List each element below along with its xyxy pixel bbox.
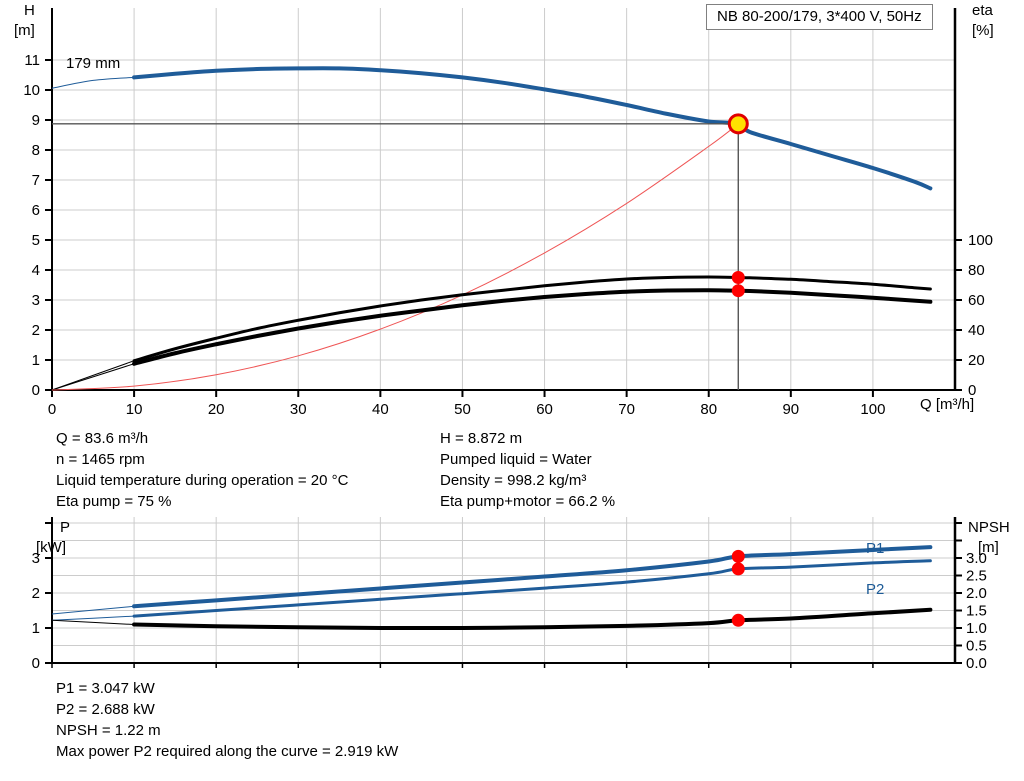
q-axis-tick-label: 50 [454,401,471,418]
p1-curve-leader [51,605,135,615]
q-axis-tick-label: 40 [372,401,389,418]
eta-axis-tick-label: 20 [968,352,985,369]
h-axis-tick-label: 11 [24,52,40,69]
npsh-axis-tick-label: 1.0 [966,620,987,637]
duty-marker-p1 [731,549,745,563]
eta-pump-motor-curve-leader [51,363,135,391]
q-axis-tick-label: 70 [618,401,635,418]
plot-background [52,8,955,390]
eta-duty-marker [731,271,745,284]
info-top-left-2: Liquid temperature during operation = 20… [56,472,349,489]
h-axis-tick-label: 7 [32,172,40,189]
system-curve [51,123,739,391]
eta-axis-tick-label: 0 [968,382,976,399]
npsh-axis-tick-label: 3.0 [966,550,987,567]
info-bottom-3: Max power P2 required along the curve = … [56,743,399,760]
info-block-top-right: H = 8.872 m Pumped liquid = Water Densit… [440,428,615,512]
h-axis-tick-label: 8 [32,142,40,159]
head-eta-chart: 0 1 2 3 4 5 6 7 8 9 10 11 0 20 40 60 80 100 0 10 20 30 40 50 60 7… [23,8,993,418]
duty-marker-npsh [731,613,745,627]
q-axis-title: Q [m³/h] [920,396,975,413]
h-axis-title-line2: [m] [14,22,35,39]
info-top-left-3: Eta pump = 75 % [56,493,172,510]
h-axis-tick-label: 6 [32,202,40,219]
info-top-left-1: n = 1465 rpm [56,451,145,468]
eta-axis-tick-label: 100 [968,232,993,249]
npsh-axis-tick-label: 1.5 [966,603,987,620]
h-axis-tick-label: 3 [32,292,40,309]
head-curve-leader [51,76,135,89]
info-top-right-1: Pumped liquid = Water [440,451,592,468]
power-npsh-chart: 0 1 2 3 0.00.51.01.52.02.53.0 [32,517,987,672]
h-axis-tick-label: 5 [32,232,40,249]
h-axis-tick-label: 2 [32,322,40,339]
info-top-right-3: Eta pump+motor = 66.2 % [440,493,616,510]
q-axis-tick-label: 100 [860,401,885,418]
h-axis-tick-label: 4 [32,262,40,279]
eta-axis-title-line2: [%] [972,22,994,39]
info-top-right-2: Density = 998.2 kg/m³ [440,472,587,489]
h-axis-tick-label: 1 [32,352,40,369]
p-axis-title-line2: [kW] [36,539,66,556]
eta-axis-tick-label: 40 [968,322,985,339]
duty-marker-p2 [731,562,745,576]
pump-title-box: NB 80-200/179, 3*400 V, 50Hz [706,4,933,30]
h-axis-tick-label: 0 [32,382,40,399]
q-axis-tick-label: 0 [48,401,56,418]
p-axis-tick-label: 3 [32,550,40,567]
h-axis-tick-label: 10 [23,82,40,99]
q-axis-tick-label: 30 [290,401,307,418]
p-axis-tick-label: 1 [32,620,40,637]
p-axis-tick-label: 0 [32,655,40,672]
info-bottom-1: P2 = 2.688 kW [56,701,155,718]
info-bottom-2: NPSH = 1.22 m [56,722,161,739]
p1-curve [132,545,933,609]
h-axis-title-line1: H [24,2,35,19]
npsh-axis-tick-label: 2.5 [966,568,987,585]
eta-axis-tick-label: 80 [968,262,985,279]
npsh-axis-tick-label: 0.5 [966,638,987,655]
p2-curve [132,559,932,618]
head-curve [132,66,933,191]
info-block-top-left: Q = 83.6 m³/h n = 1465 rpm Liquid temper… [56,428,348,512]
eta-duty-marker [731,284,745,298]
npsh-axis-tick-label: 0.0 [966,655,987,672]
npsh-axis-title-line2: [m] [978,539,999,556]
npsh-axis-tick-label: 2.0 [966,585,987,602]
q-axis-tick-label: 90 [782,401,799,418]
p-axis-title-line1: P [60,519,71,536]
p1-curve-label: P1 [866,540,885,557]
q-axis-tick-label: 80 [700,401,717,418]
eta-axis-title-line1: eta [972,2,993,19]
eta-axis-tick-label: 60 [968,292,985,309]
info-top-right-0: H = 8.872 m [440,430,523,447]
p2-curve-leader [51,615,135,621]
q-axis-tick-label: 10 [126,401,143,418]
duty-point-marker[interactable] [727,113,749,135]
eta-pump-motor-curve [132,288,933,366]
npsh-curve [132,607,933,631]
q-axis-tick-label: 20 [208,401,225,418]
eta-pump-curve [132,275,932,363]
h-axis-tick-label: 9 [32,112,40,129]
q-axis-tick-label: 60 [536,401,553,418]
p-axis-tick-label: 2 [32,585,40,602]
p2-curve-label: P2 [866,581,885,598]
npsh-axis-title-line1: NPSH [968,519,1010,536]
info-block-bottom: P1 = 3.047 kW P2 = 2.688 kW NPSH = 1.22 … [56,678,398,762]
npsh-curve-leader [51,619,135,625]
info-bottom-0: P1 = 3.047 kW [56,680,155,697]
impeller-diameter-label: 179 mm [66,55,121,72]
info-top-left-0: Q = 83.6 m³/h [56,430,149,447]
